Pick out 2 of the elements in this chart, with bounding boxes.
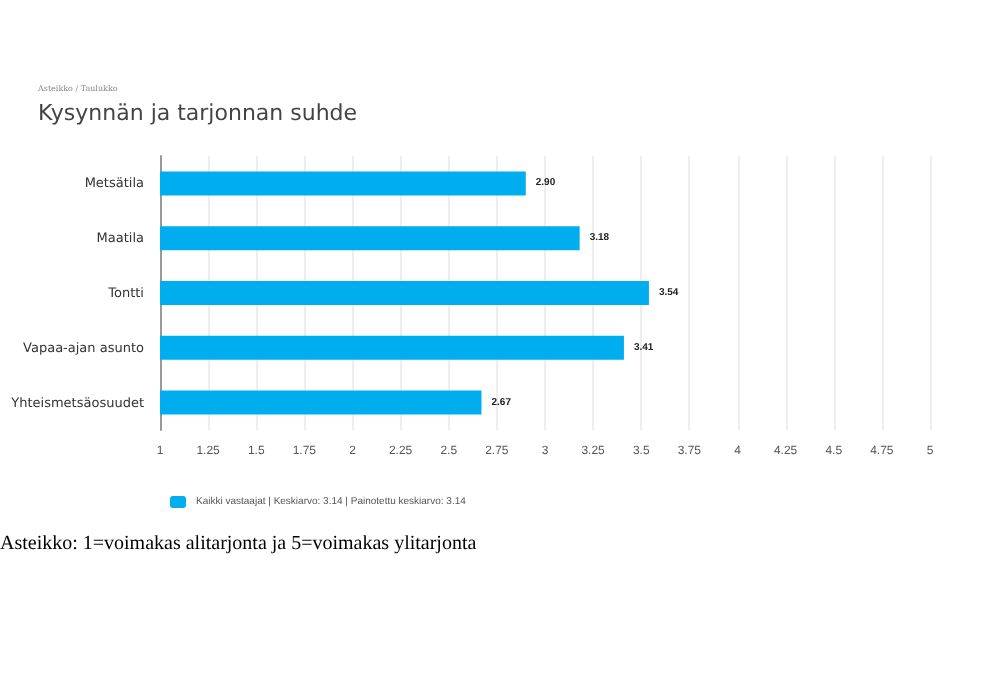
chart-title: Kysynnän ja tarjonnan suhde <box>38 100 358 126</box>
text: Asteikko: 1=voimakas alitarjonta ja 5=voimakas ylitarjonta <box>0 533 478 555</box>
